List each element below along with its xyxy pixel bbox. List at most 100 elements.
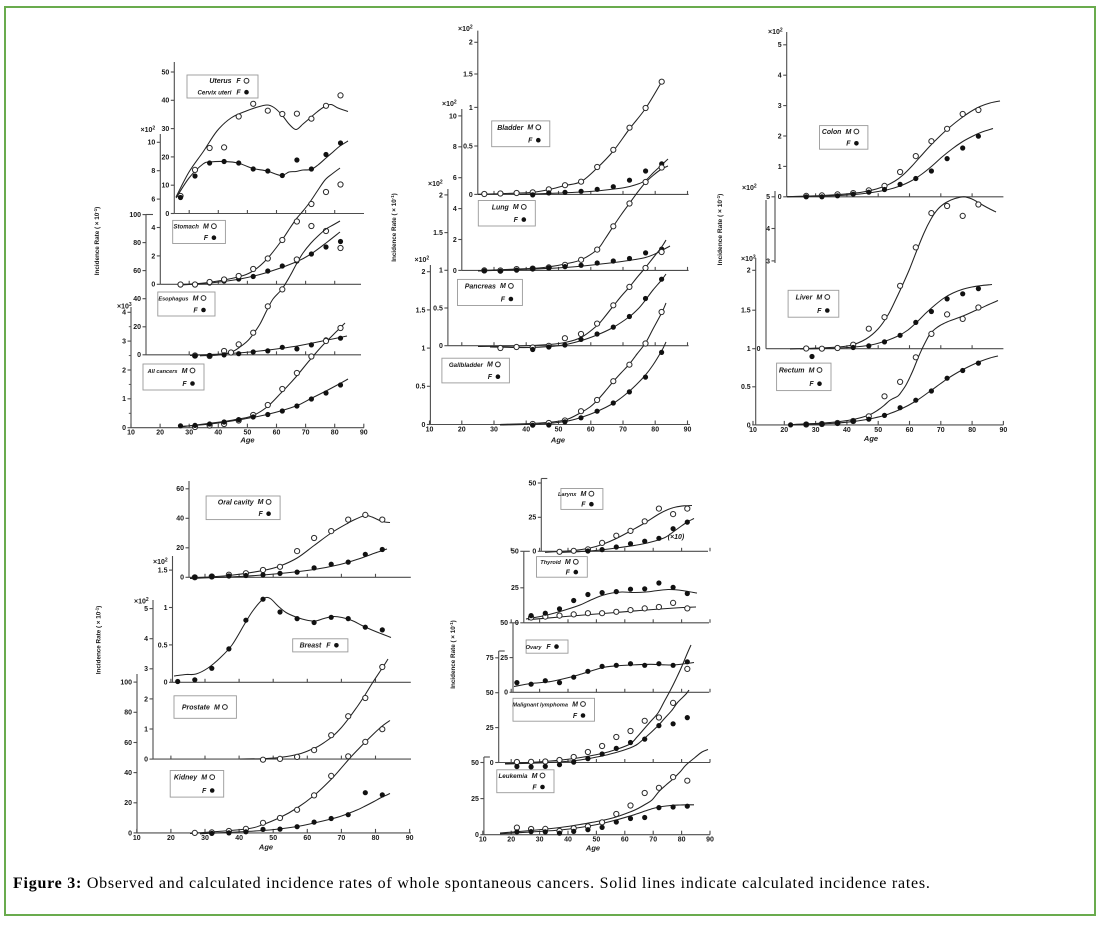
svg-text:F: F [566,569,571,576]
svg-text:F: F [514,217,519,224]
svg-text:4: 4 [144,636,148,643]
svg-text:4: 4 [453,206,457,213]
svg-text:40: 40 [522,427,530,434]
svg-text:Stomach: Stomach [174,225,200,231]
svg-text:Larynx: Larynx [558,492,577,498]
svg-text:90: 90 [360,430,368,437]
svg-text:M: M [809,367,815,374]
svg-text:F: F [581,502,586,509]
svg-text:Incidence Rate ( × 10-1): Incidence Rate ( × 10-1) [449,620,457,689]
svg-text:0: 0 [439,343,443,350]
svg-text:30: 30 [201,835,209,842]
svg-text:M: M [214,704,220,711]
svg-text:30: 30 [812,427,820,434]
svg-text:0: 0 [144,757,148,764]
svg-text:25: 25 [500,655,508,662]
svg-text:(×10): (×10) [668,534,685,541]
svg-text:M: M [845,129,851,136]
svg-text:×102: ×102 [458,25,473,34]
svg-text:90: 90 [406,835,414,842]
svg-text:Breast: Breast [300,643,322,650]
svg-text:Malignant lymphoma: Malignant lymphoma [512,702,568,708]
svg-text:M: M [193,295,199,302]
svg-text:F: F [488,374,493,381]
svg-text:Rectum: Rectum [779,367,805,374]
svg-text:Liver: Liver [796,294,814,301]
svg-text:50: 50 [269,835,277,842]
svg-text:50: 50 [471,760,479,767]
svg-text:80: 80 [678,837,686,844]
svg-text:1: 1 [778,164,782,171]
svg-text:×102: ×102 [141,126,156,135]
svg-text:40: 40 [133,296,141,303]
svg-text:×102: ×102 [428,180,443,189]
svg-text:60: 60 [176,486,184,493]
svg-text:30: 30 [185,430,193,437]
svg-text:40: 40 [162,98,170,105]
svg-text:25: 25 [529,515,537,522]
svg-text:M: M [532,773,538,780]
svg-text:8: 8 [453,144,457,151]
svg-text:M: M [816,294,822,301]
svg-text:50: 50 [511,549,519,556]
svg-text:20: 20 [176,545,184,552]
svg-text:0: 0 [757,346,761,353]
svg-text:0: 0 [778,194,782,201]
svg-text:0: 0 [532,549,536,556]
svg-text:2: 2 [453,237,457,244]
svg-text:80: 80 [133,240,141,247]
svg-text:×102: ×102 [768,28,783,37]
svg-text:50: 50 [593,837,601,844]
svg-text:60: 60 [273,430,281,437]
svg-text:M: M [182,368,188,375]
svg-text:70: 70 [937,427,945,434]
svg-text:50: 50 [244,430,252,437]
svg-text:60: 60 [303,835,311,842]
svg-text:60: 60 [124,740,132,747]
svg-text:3: 3 [122,339,126,346]
svg-text:1: 1 [144,726,148,733]
svg-text:10: 10 [133,835,141,842]
svg-text:Ovary: Ovary [526,645,543,651]
svg-text:10: 10 [148,140,156,147]
svg-text:3: 3 [778,103,782,110]
svg-text:10: 10 [162,183,170,190]
svg-text:Age: Age [239,436,254,445]
svg-text:0: 0 [453,268,457,275]
svg-text:90: 90 [706,837,714,844]
svg-text:90: 90 [684,427,692,434]
svg-text:10: 10 [449,113,457,120]
svg-text:F: F [204,235,209,242]
svg-text:0: 0 [164,680,168,687]
svg-text:1.5: 1.5 [433,230,443,237]
svg-text:70: 70 [649,837,657,844]
svg-text:70: 70 [338,835,346,842]
svg-text:Cervix uteri: Cervix uteri [197,90,231,97]
svg-text:Leukemia: Leukemia [498,773,528,780]
svg-text:3: 3 [766,258,770,265]
svg-text:20: 20 [458,427,466,434]
svg-text:M: M [203,224,209,231]
svg-text:5: 5 [144,606,148,613]
svg-text:Age: Age [585,844,600,853]
svg-text:100: 100 [120,680,132,687]
svg-text:40: 40 [124,770,132,777]
svg-text:×102: ×102 [134,597,149,606]
svg-text:40: 40 [843,427,851,434]
svg-text:M: M [500,283,506,290]
svg-text:10: 10 [127,430,135,437]
svg-text:0: 0 [504,690,508,697]
svg-text:20: 20 [167,835,175,842]
svg-text:Uterus: Uterus [209,78,231,85]
svg-text:F: F [528,138,533,145]
svg-text:0: 0 [180,575,184,582]
svg-text:10: 10 [426,427,434,434]
svg-text:Bladder: Bladder [497,125,524,132]
svg-text:5: 5 [766,194,770,201]
svg-text:0: 0 [151,282,155,289]
svg-text:30: 30 [162,126,170,133]
svg-text:F: F [193,307,198,314]
svg-text:0: 0 [128,830,132,837]
svg-text:25: 25 [471,796,479,803]
svg-text:0: 0 [421,422,425,429]
